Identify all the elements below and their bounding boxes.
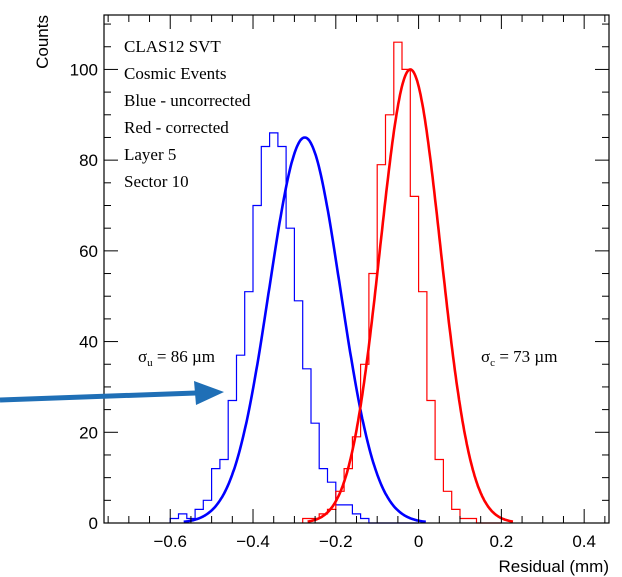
y-tick-label: 100 — [70, 60, 98, 79]
legend-line: Layer 5 — [124, 145, 176, 164]
histogram-series-0 — [169, 132, 419, 524]
x-tick-label: 0.4 — [572, 532, 596, 551]
legend-line: Sector 10 — [124, 172, 189, 191]
fit-curve-1 — [307, 68, 514, 523]
legend-line: CLAS12 SVT — [124, 37, 221, 56]
y-tick-label: 0 — [89, 514, 98, 533]
histogram-series-1 — [302, 41, 502, 524]
x-tick-label: −0.4 — [236, 532, 270, 551]
y-tick-label: 20 — [79, 423, 98, 442]
legend-line: Cosmic Events — [124, 64, 226, 83]
y-tick-label: 60 — [79, 242, 98, 261]
sigma-c-annotation: σc = 73 µm — [481, 347, 557, 369]
sigma-u-annotation: σu = 86 µm — [138, 347, 215, 369]
y-axis-label: Counts — [33, 15, 52, 69]
x-tick-label: 0.2 — [490, 532, 514, 551]
x-axis-label: Residual (mm) — [498, 557, 609, 576]
pointer-arrow-head — [194, 381, 224, 405]
fit-curve-0 — [183, 136, 426, 524]
x-tick-label: 0 — [414, 532, 423, 551]
x-tick-label: −0.2 — [319, 532, 353, 551]
pointer-arrow — [0, 381, 224, 405]
y-tick-label: 40 — [79, 333, 98, 352]
legend-line: Blue - uncorrected — [124, 91, 251, 110]
x-tick-label: −0.6 — [153, 532, 187, 551]
y-tick-label: 80 — [79, 151, 98, 170]
legend-line: Red - corrected — [124, 118, 229, 137]
pointer-arrow-shaft — [0, 390, 197, 403]
